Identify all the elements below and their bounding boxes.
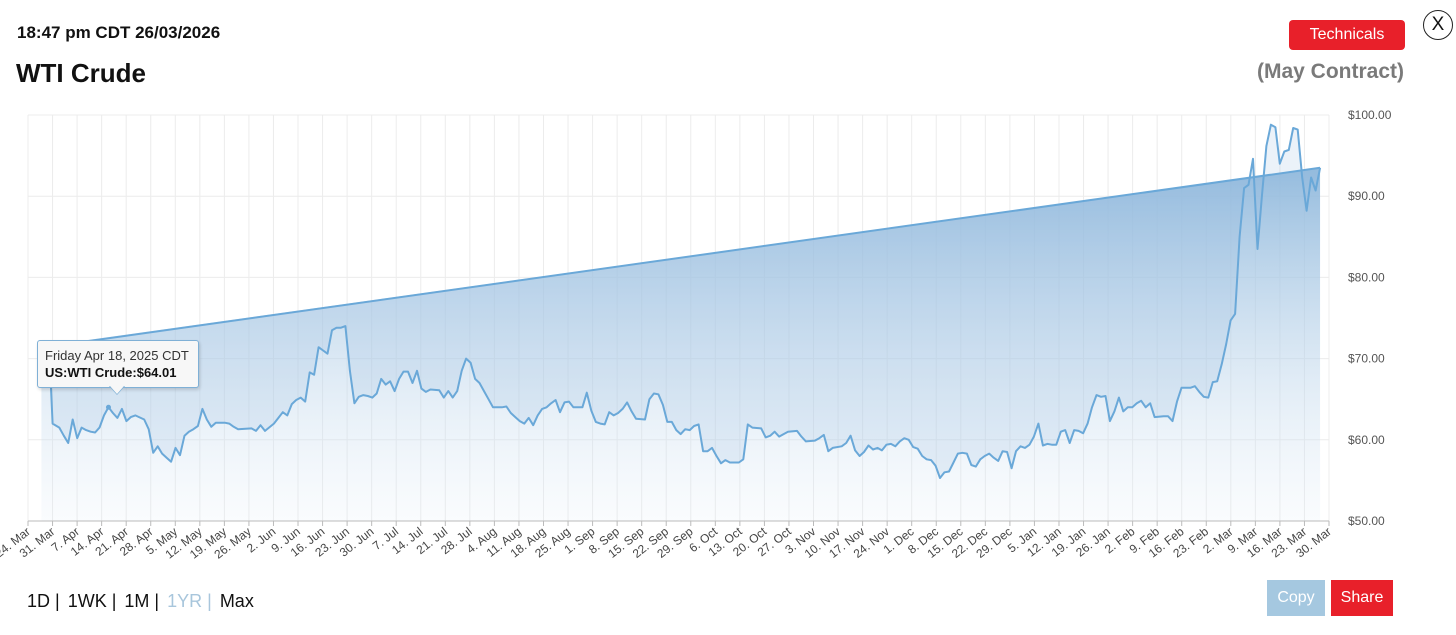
technicals-button[interactable]: Technicals (1289, 20, 1405, 50)
area-fill (41, 167, 1321, 521)
copy-button[interactable]: Copy (1267, 580, 1325, 616)
trend-line (50, 166, 1321, 348)
tooltip-arrow-inner (110, 386, 124, 394)
y-tick-label: $50.00 (1348, 514, 1385, 528)
close-icon[interactable]: X (1423, 10, 1453, 40)
contract-label: (May Contract) (1256, 60, 1404, 83)
share-button[interactable]: Share (1331, 580, 1393, 616)
range-1m[interactable]: 1M (124, 591, 150, 611)
hover-point (105, 404, 111, 410)
range-separator: | (207, 591, 212, 611)
chart-tooltip: Friday Apr 18, 2025 CDT US:WTI Crude:$64… (37, 340, 199, 388)
range-selector: 1D | 1WK | 1M | 1YR | Max (27, 591, 254, 612)
range-max[interactable]: Max (219, 591, 254, 611)
y-tick-label: $100.00 (1348, 108, 1392, 122)
y-tick-label: $80.00 (1348, 270, 1385, 284)
range-separator: | (154, 591, 160, 611)
range-1d[interactable]: 1D (27, 591, 51, 611)
timestamp: 18:47 pm CDT 26/03/2026 (17, 23, 221, 42)
tooltip-value: US:WTI Crude:$64.01 (45, 365, 177, 380)
chart-title: WTI Crude (16, 58, 146, 88)
range-1wk[interactable]: 1WK (67, 591, 107, 611)
y-tick-label: $90.00 (1348, 189, 1385, 203)
range-1yr[interactable]: 1YR (167, 591, 203, 611)
range-separator: | (111, 591, 117, 611)
range-separator: | (55, 591, 60, 611)
price-series-line (40, 123, 1322, 479)
tooltip-date: Friday Apr 18, 2025 CDT (45, 348, 189, 363)
y-tick-label: $60.00 (1348, 433, 1385, 447)
y-tick-label: $70.00 (1348, 352, 1385, 366)
